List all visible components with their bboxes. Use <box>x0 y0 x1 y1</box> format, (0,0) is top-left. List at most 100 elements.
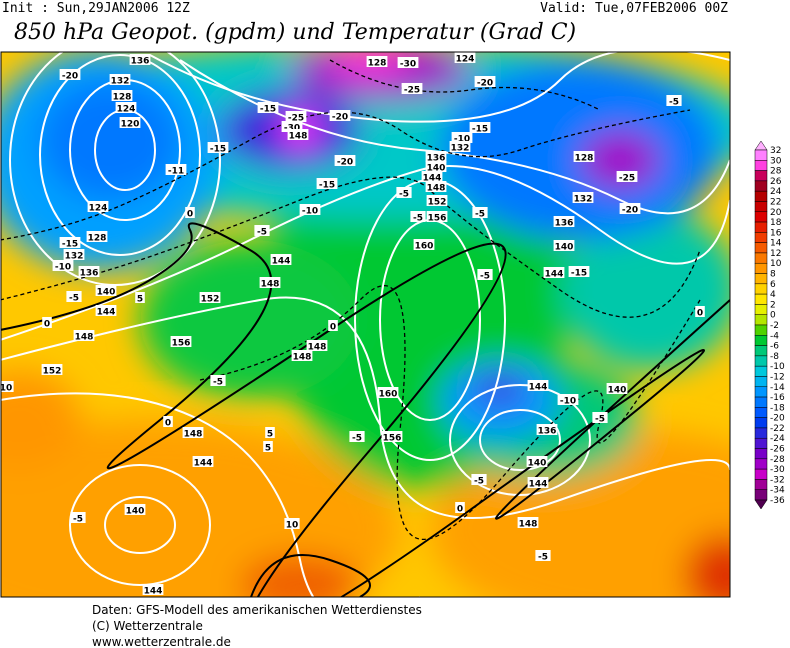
colorbar-band <box>754 221 768 233</box>
contour-label: 144 <box>144 587 163 597</box>
contour-label-box <box>425 181 447 192</box>
contour-label-box <box>557 394 579 405</box>
colorbar-band <box>754 273 768 285</box>
contour-label-box <box>454 52 476 63</box>
contour-label-box <box>396 187 412 198</box>
contour-label-box <box>425 151 447 162</box>
contour-label-box <box>329 110 351 121</box>
contour-label: 136 <box>131 57 150 67</box>
contour-label-box <box>469 122 491 133</box>
contour-label-box <box>63 249 85 260</box>
colorbar-label: -26 <box>770 445 785 455</box>
colorbar-band <box>754 365 768 377</box>
contour-label-box <box>474 76 496 87</box>
contour-label-box <box>52 260 74 271</box>
colorbar-label: -12 <box>770 372 785 382</box>
contour-label-box <box>259 277 281 288</box>
negative-isotherms <box>1 59 701 540</box>
contour-label-box <box>124 504 146 515</box>
contour-label: 148 <box>184 430 203 440</box>
colorbar-band <box>754 242 768 254</box>
colorbar-band <box>754 386 768 398</box>
contour-label-box <box>553 216 575 227</box>
contour-label: 124 <box>89 204 108 214</box>
contour-label: 148 <box>308 343 327 353</box>
colorbar-band <box>754 427 768 439</box>
contour-label: 148 <box>293 353 312 363</box>
contour-label-box <box>527 477 549 488</box>
colorbar-band <box>754 232 768 243</box>
contour-label-box <box>281 121 303 132</box>
contour-label-box <box>472 207 488 218</box>
colorbar-band <box>754 262 768 274</box>
contour-label: 136 <box>427 154 446 164</box>
contour-label: 160 <box>415 242 434 252</box>
contour-label-box <box>366 56 388 67</box>
colorbar-label: 6 <box>770 280 776 290</box>
colorbar-label: 20 <box>770 208 782 218</box>
contour-label-box <box>182 427 204 438</box>
contour-label: 148 <box>519 520 538 530</box>
contour-label-box <box>42 317 52 328</box>
contour-label-box <box>606 383 628 394</box>
contour-label: -10 <box>560 397 576 407</box>
contour-label-box <box>306 340 328 351</box>
contour-label: 148 <box>261 280 280 290</box>
footer-line: (C) Wetterzentrale <box>92 619 203 633</box>
colorbar-label: 24 <box>770 187 782 197</box>
contour-label: -11 <box>168 167 184 177</box>
contour-label: 128 <box>575 154 594 164</box>
contour-label-box <box>78 266 100 277</box>
colorbar-label: 10 <box>770 259 782 269</box>
contour-label-box <box>170 336 192 347</box>
colorbar-band <box>754 314 768 326</box>
contour-label: 144 <box>529 383 548 393</box>
colorbar-band <box>754 376 768 388</box>
footer-line: Daten: GFS-Modell des amerikanischen Wet… <box>92 603 422 617</box>
contour-label-box <box>142 584 164 595</box>
contour-label: 140 <box>555 243 574 253</box>
contour-label: 128 <box>88 234 107 244</box>
colorbar-label: -6 <box>770 342 779 352</box>
colorbar-band <box>754 468 768 480</box>
contour-label-box <box>381 431 403 442</box>
contour-label: 140 <box>126 507 145 517</box>
contour-label: -10 <box>302 207 318 217</box>
colorbar-label: -34 <box>770 486 785 496</box>
contour-label: 144 <box>194 459 213 469</box>
contour-label: 5 <box>137 295 143 305</box>
contour-label: 0 <box>457 505 463 515</box>
contour-label: 10 <box>286 521 299 531</box>
zero-isotherm <box>1 222 730 597</box>
colorbar-band <box>754 407 768 418</box>
contour-label-box <box>263 441 273 452</box>
colorbar-arrow <box>754 140 768 151</box>
contour-label: 144 <box>545 270 564 280</box>
contour-label: 160 <box>379 390 398 400</box>
contour-label: -5 <box>475 210 485 220</box>
init-time: Init : Sun,29JAN2006 12Z <box>2 1 190 16</box>
contour-label: -15 <box>210 145 226 155</box>
map-frame <box>0 51 731 598</box>
colorbar-band <box>754 489 768 501</box>
contour-label-box <box>265 427 275 438</box>
contour-label: 132 <box>65 252 84 262</box>
contour-label-box <box>455 502 465 513</box>
colorbar-band <box>754 417 768 429</box>
contour-label: 156 <box>383 434 402 444</box>
colorbar-label: 8 <box>770 270 776 280</box>
colorbar-band <box>754 201 768 213</box>
contour-label: 156 <box>172 339 191 349</box>
colorbar-label: -4 <box>770 331 779 341</box>
contour-label-box <box>572 192 594 203</box>
colorbar-label: 18 <box>770 218 782 228</box>
contour-label: -20 <box>477 79 493 89</box>
colorbar-label: 32 <box>770 146 781 156</box>
contour-label-box <box>451 132 473 143</box>
contour-label: 144 <box>423 174 442 184</box>
contour-label-box <box>328 320 338 331</box>
colorbar-label: 0 <box>770 311 776 321</box>
contour-label: 140 <box>528 459 547 469</box>
contour-label-box <box>287 129 309 140</box>
contour-label: 10 <box>0 384 12 394</box>
